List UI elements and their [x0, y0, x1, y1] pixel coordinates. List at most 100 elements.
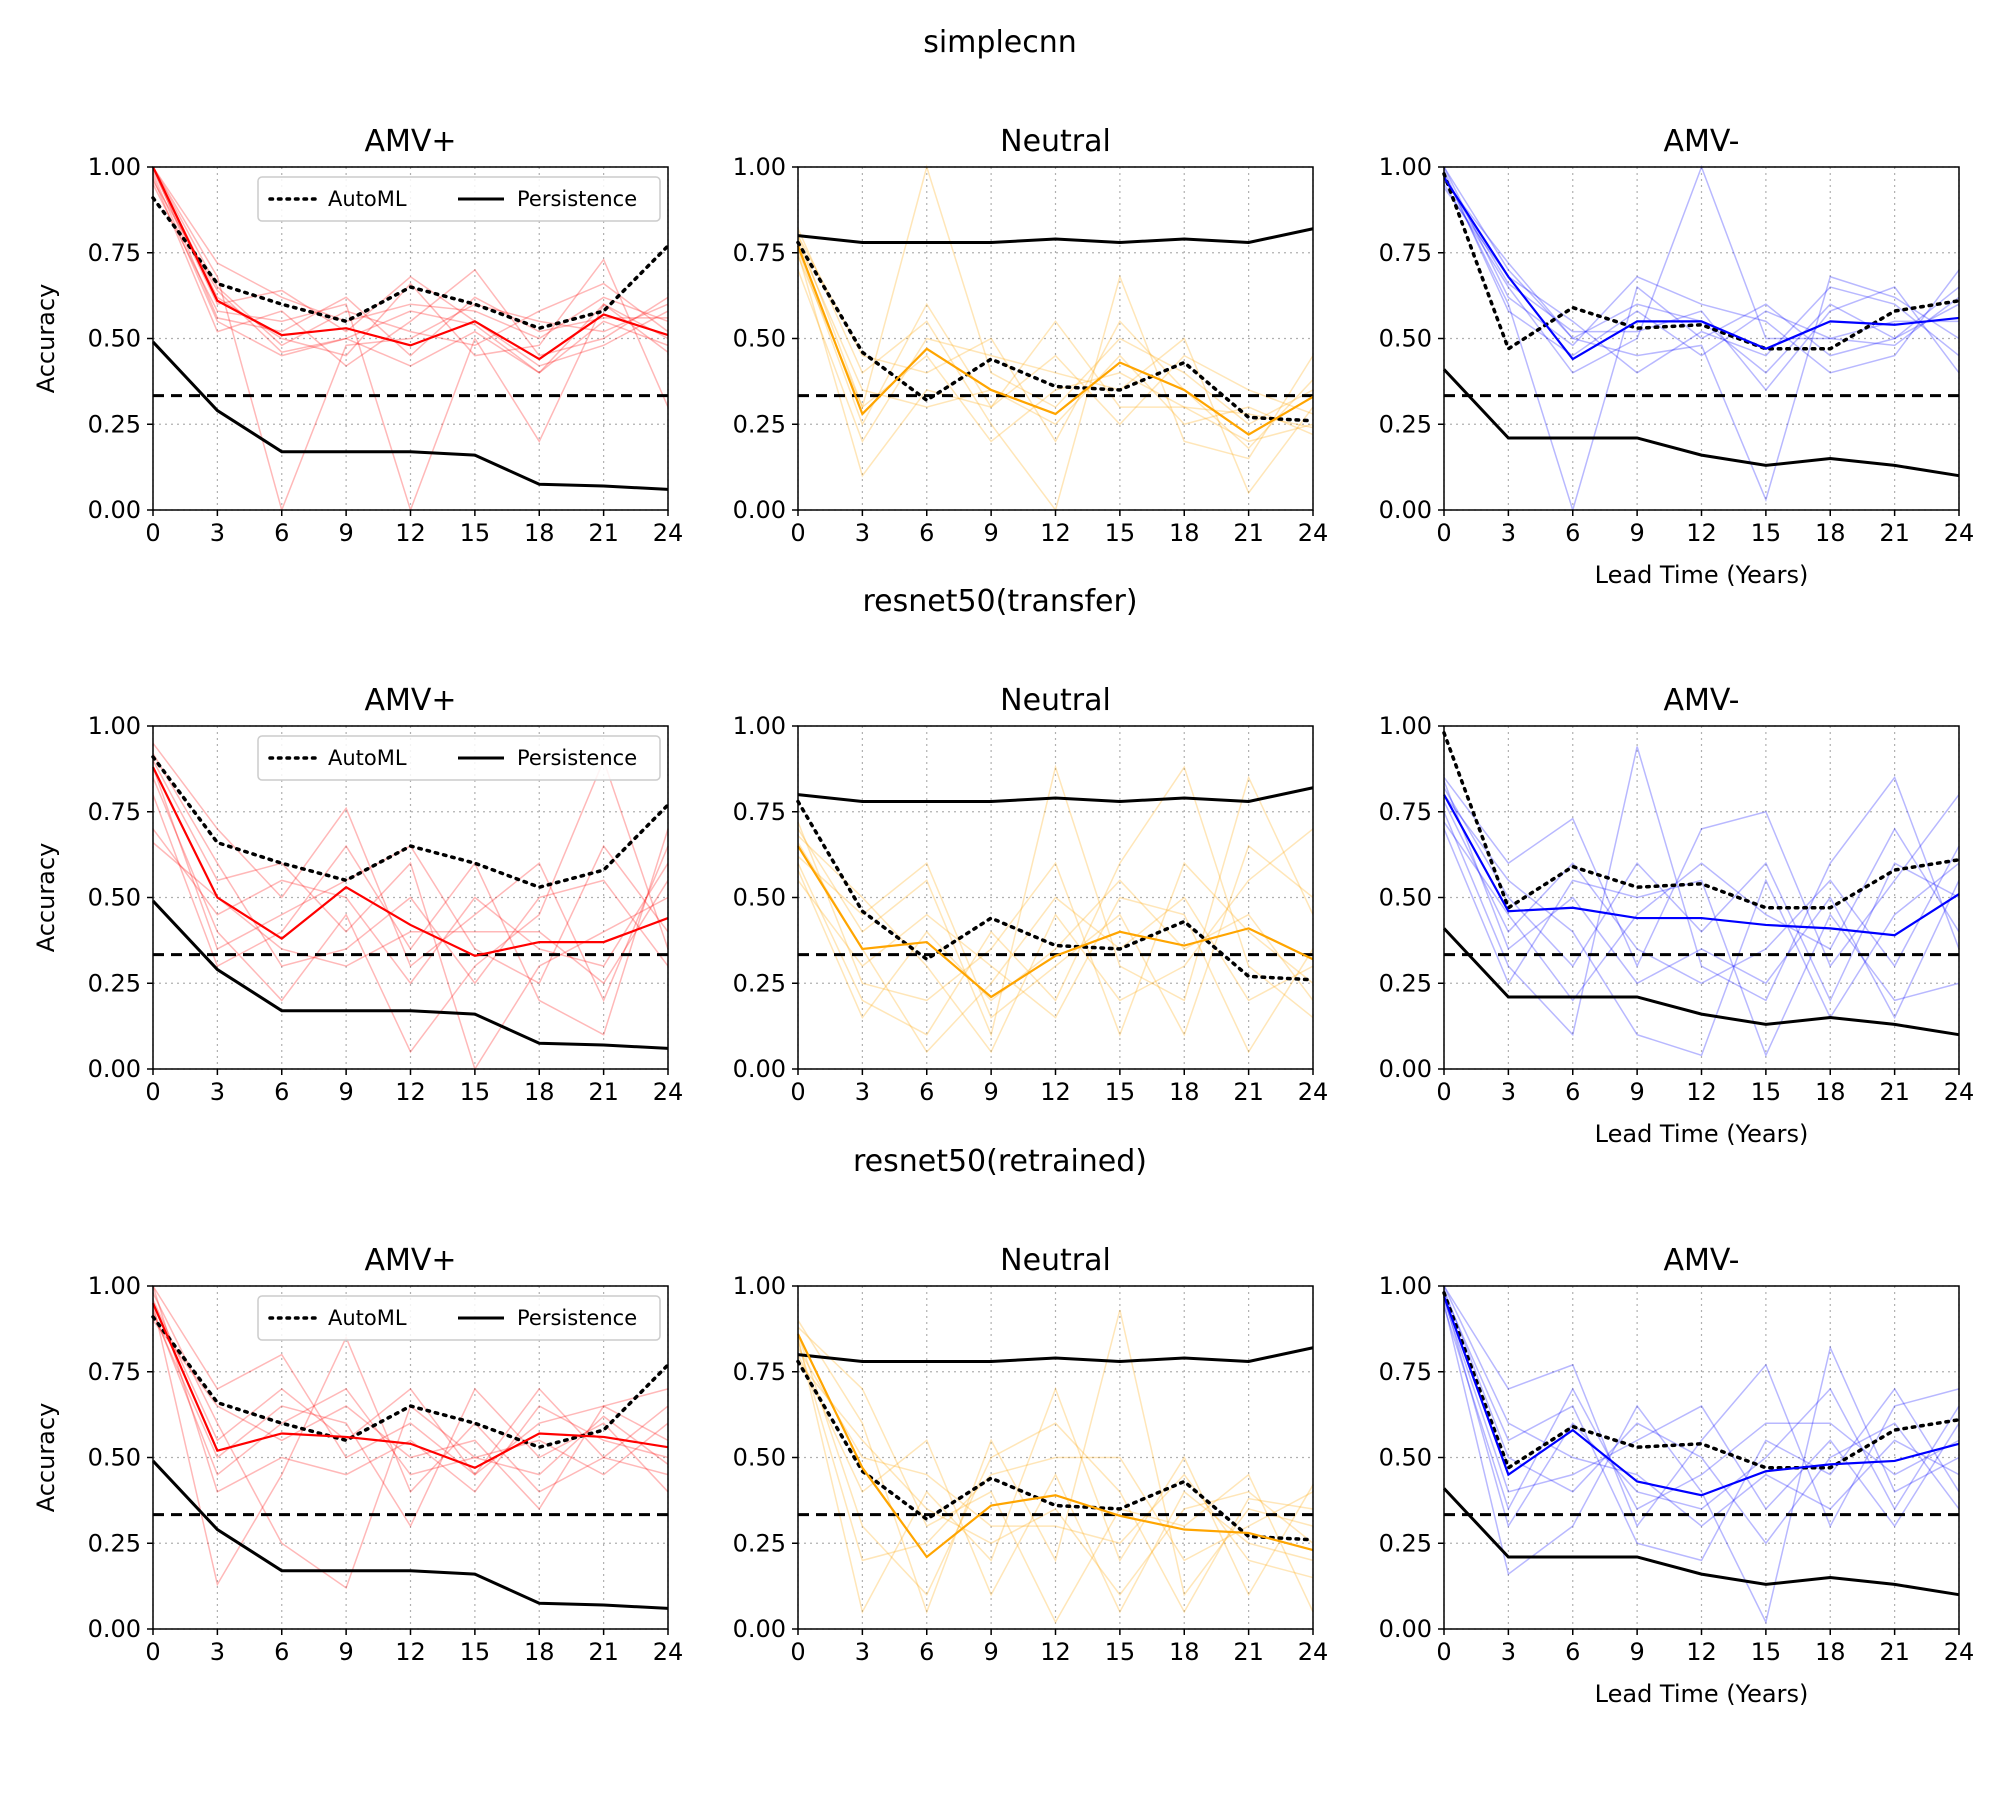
x-tick-label: 9	[338, 519, 353, 547]
x-tick-label: 6	[274, 1638, 289, 1666]
x-tick-label: 15	[460, 1078, 491, 1106]
x-tick-label: 9	[1629, 1078, 1644, 1106]
mean-line	[1442, 1295, 1960, 1497]
run-line	[797, 844, 1314, 1037]
run-line	[797, 242, 1314, 436]
x-tick-label: 3	[210, 1638, 225, 1666]
run-line	[152, 753, 669, 985]
x-tick-label: 12	[1040, 1078, 1071, 1106]
y-tick-label: 0.00	[733, 496, 786, 524]
x-tick-label: 24	[1298, 1078, 1329, 1106]
x-tick-label: 15	[1105, 519, 1136, 547]
panel-title: AMV-	[1664, 124, 1740, 159]
x-tick-label: 6	[1565, 1078, 1580, 1106]
y-tick-label: 0.50	[1379, 325, 1432, 353]
x-tick-label: 15	[1105, 1078, 1136, 1106]
persistence-line	[151, 340, 669, 491]
run-line	[152, 170, 669, 367]
run-line	[152, 1302, 669, 1587]
run-line	[152, 166, 669, 340]
y-tick-label: 0.25	[733, 969, 786, 997]
run-line	[797, 1340, 1314, 1562]
x-tick-label: 3	[855, 1078, 870, 1106]
mean-line	[151, 1302, 669, 1469]
run-line	[1443, 801, 1960, 985]
x-tick-label: 0	[145, 519, 160, 547]
run-line	[797, 765, 1314, 1036]
x-tick-label: 0	[790, 1078, 805, 1106]
x-tick-label: 18	[1169, 519, 1200, 547]
run-line	[1443, 794, 1960, 1057]
x-tick-label: 24	[653, 1638, 684, 1666]
y-tick-label: 0.25	[1379, 969, 1432, 997]
y-tick-label: 0.50	[733, 884, 786, 912]
run-line	[797, 235, 1314, 450]
automl-line	[1442, 172, 1961, 352]
run-line	[1443, 821, 1960, 1002]
x-tick-label: 9	[338, 1638, 353, 1666]
x-tick-label: 15	[1105, 1638, 1136, 1666]
mean-line	[797, 845, 1314, 999]
y-tick-label: 0.00	[1379, 496, 1432, 524]
automl-line	[1442, 731, 1961, 911]
x-tick-label: 21	[588, 1638, 619, 1666]
run-line	[152, 759, 669, 1071]
panel-1: Neutral 0 3 6 9 12 15 18 21 24 0.00 0.25 0.50 0.75 1.0…	[733, 124, 1329, 547]
y-tick-label: 0.25	[733, 410, 786, 438]
run-line	[152, 177, 669, 367]
x-tick-label: 21	[588, 519, 619, 547]
x-tick-label: 12	[395, 519, 426, 547]
run-line	[797, 828, 1314, 1054]
automl-line	[151, 196, 670, 331]
x-tick-label: 21	[1233, 1078, 1264, 1106]
run-line	[797, 1354, 1314, 1614]
run-line	[1443, 1296, 1960, 1528]
y-tick-label: 1.00	[733, 1272, 786, 1300]
x-tick-label: 18	[1169, 1638, 1200, 1666]
y-tick-label: 0.50	[88, 325, 141, 353]
y-tick-label: 0.75	[88, 798, 141, 826]
x-axis-label: Lead Time (Years)	[1595, 1120, 1809, 1148]
run-line	[797, 1337, 1314, 1614]
x-tick-label: 15	[1751, 1078, 1782, 1106]
legend-persistence-label: Persistence	[517, 1306, 637, 1330]
panel-0: simplecnn AMV+ 0 3 6 9 12 15 18 21 24 0.00 0.25 0.50 0…	[32, 25, 1077, 547]
x-tick-label: 3	[210, 1078, 225, 1106]
persistence-line	[1442, 927, 1960, 1037]
x-tick-label: 12	[395, 1078, 426, 1106]
automl-line	[796, 1359, 1315, 1542]
x-tick-label: 21	[1233, 519, 1264, 547]
y-tick-label: 1.00	[88, 153, 141, 181]
x-tick-label: 9	[983, 519, 998, 547]
x-tick-label: 6	[919, 1638, 934, 1666]
x-tick-label: 15	[1751, 519, 1782, 547]
x-tick-label: 9	[1629, 1638, 1644, 1666]
run-line	[797, 252, 1314, 478]
y-tick-label: 0.00	[1379, 1055, 1432, 1083]
y-tick-label: 0.00	[1379, 1615, 1432, 1643]
y-tick-label: 0.25	[88, 969, 141, 997]
x-tick-label: 12	[395, 1638, 426, 1666]
run-line	[152, 1285, 669, 1493]
y-tick-label: 1.00	[1379, 1272, 1432, 1300]
automl-line	[151, 755, 670, 890]
panel-2: AMV- 0 3 6 9 12 15 18 21 24 0.00 0.25 0.50 0.75 1.00 Le…	[1379, 124, 1975, 589]
legend-automl-label: AutoML	[328, 187, 407, 211]
y-tick-label: 0.75	[733, 798, 786, 826]
x-tick-label: 24	[1944, 519, 1975, 547]
run-line	[152, 794, 669, 1036]
run-line	[152, 742, 669, 1003]
x-tick-label: 0	[1436, 1078, 1451, 1106]
run-line	[1443, 166, 1960, 374]
x-tick-label: 9	[983, 1638, 998, 1666]
run-line	[152, 828, 669, 985]
run-line	[152, 166, 669, 347]
mean-line	[152, 166, 669, 361]
x-axis-label: Lead Time (Years)	[1595, 561, 1809, 589]
mean-line	[1443, 794, 1960, 937]
panel-6: resnet50(retrained) AMV+ 0 3 6 9 12 15 18 21 24 0.0…	[32, 1144, 1147, 1666]
y-tick-label: 1.00	[733, 712, 786, 740]
y-tick-label: 0.00	[88, 496, 141, 524]
row-title: resnet50(transfer)	[862, 584, 1137, 619]
x-tick-label: 6	[919, 1078, 934, 1106]
